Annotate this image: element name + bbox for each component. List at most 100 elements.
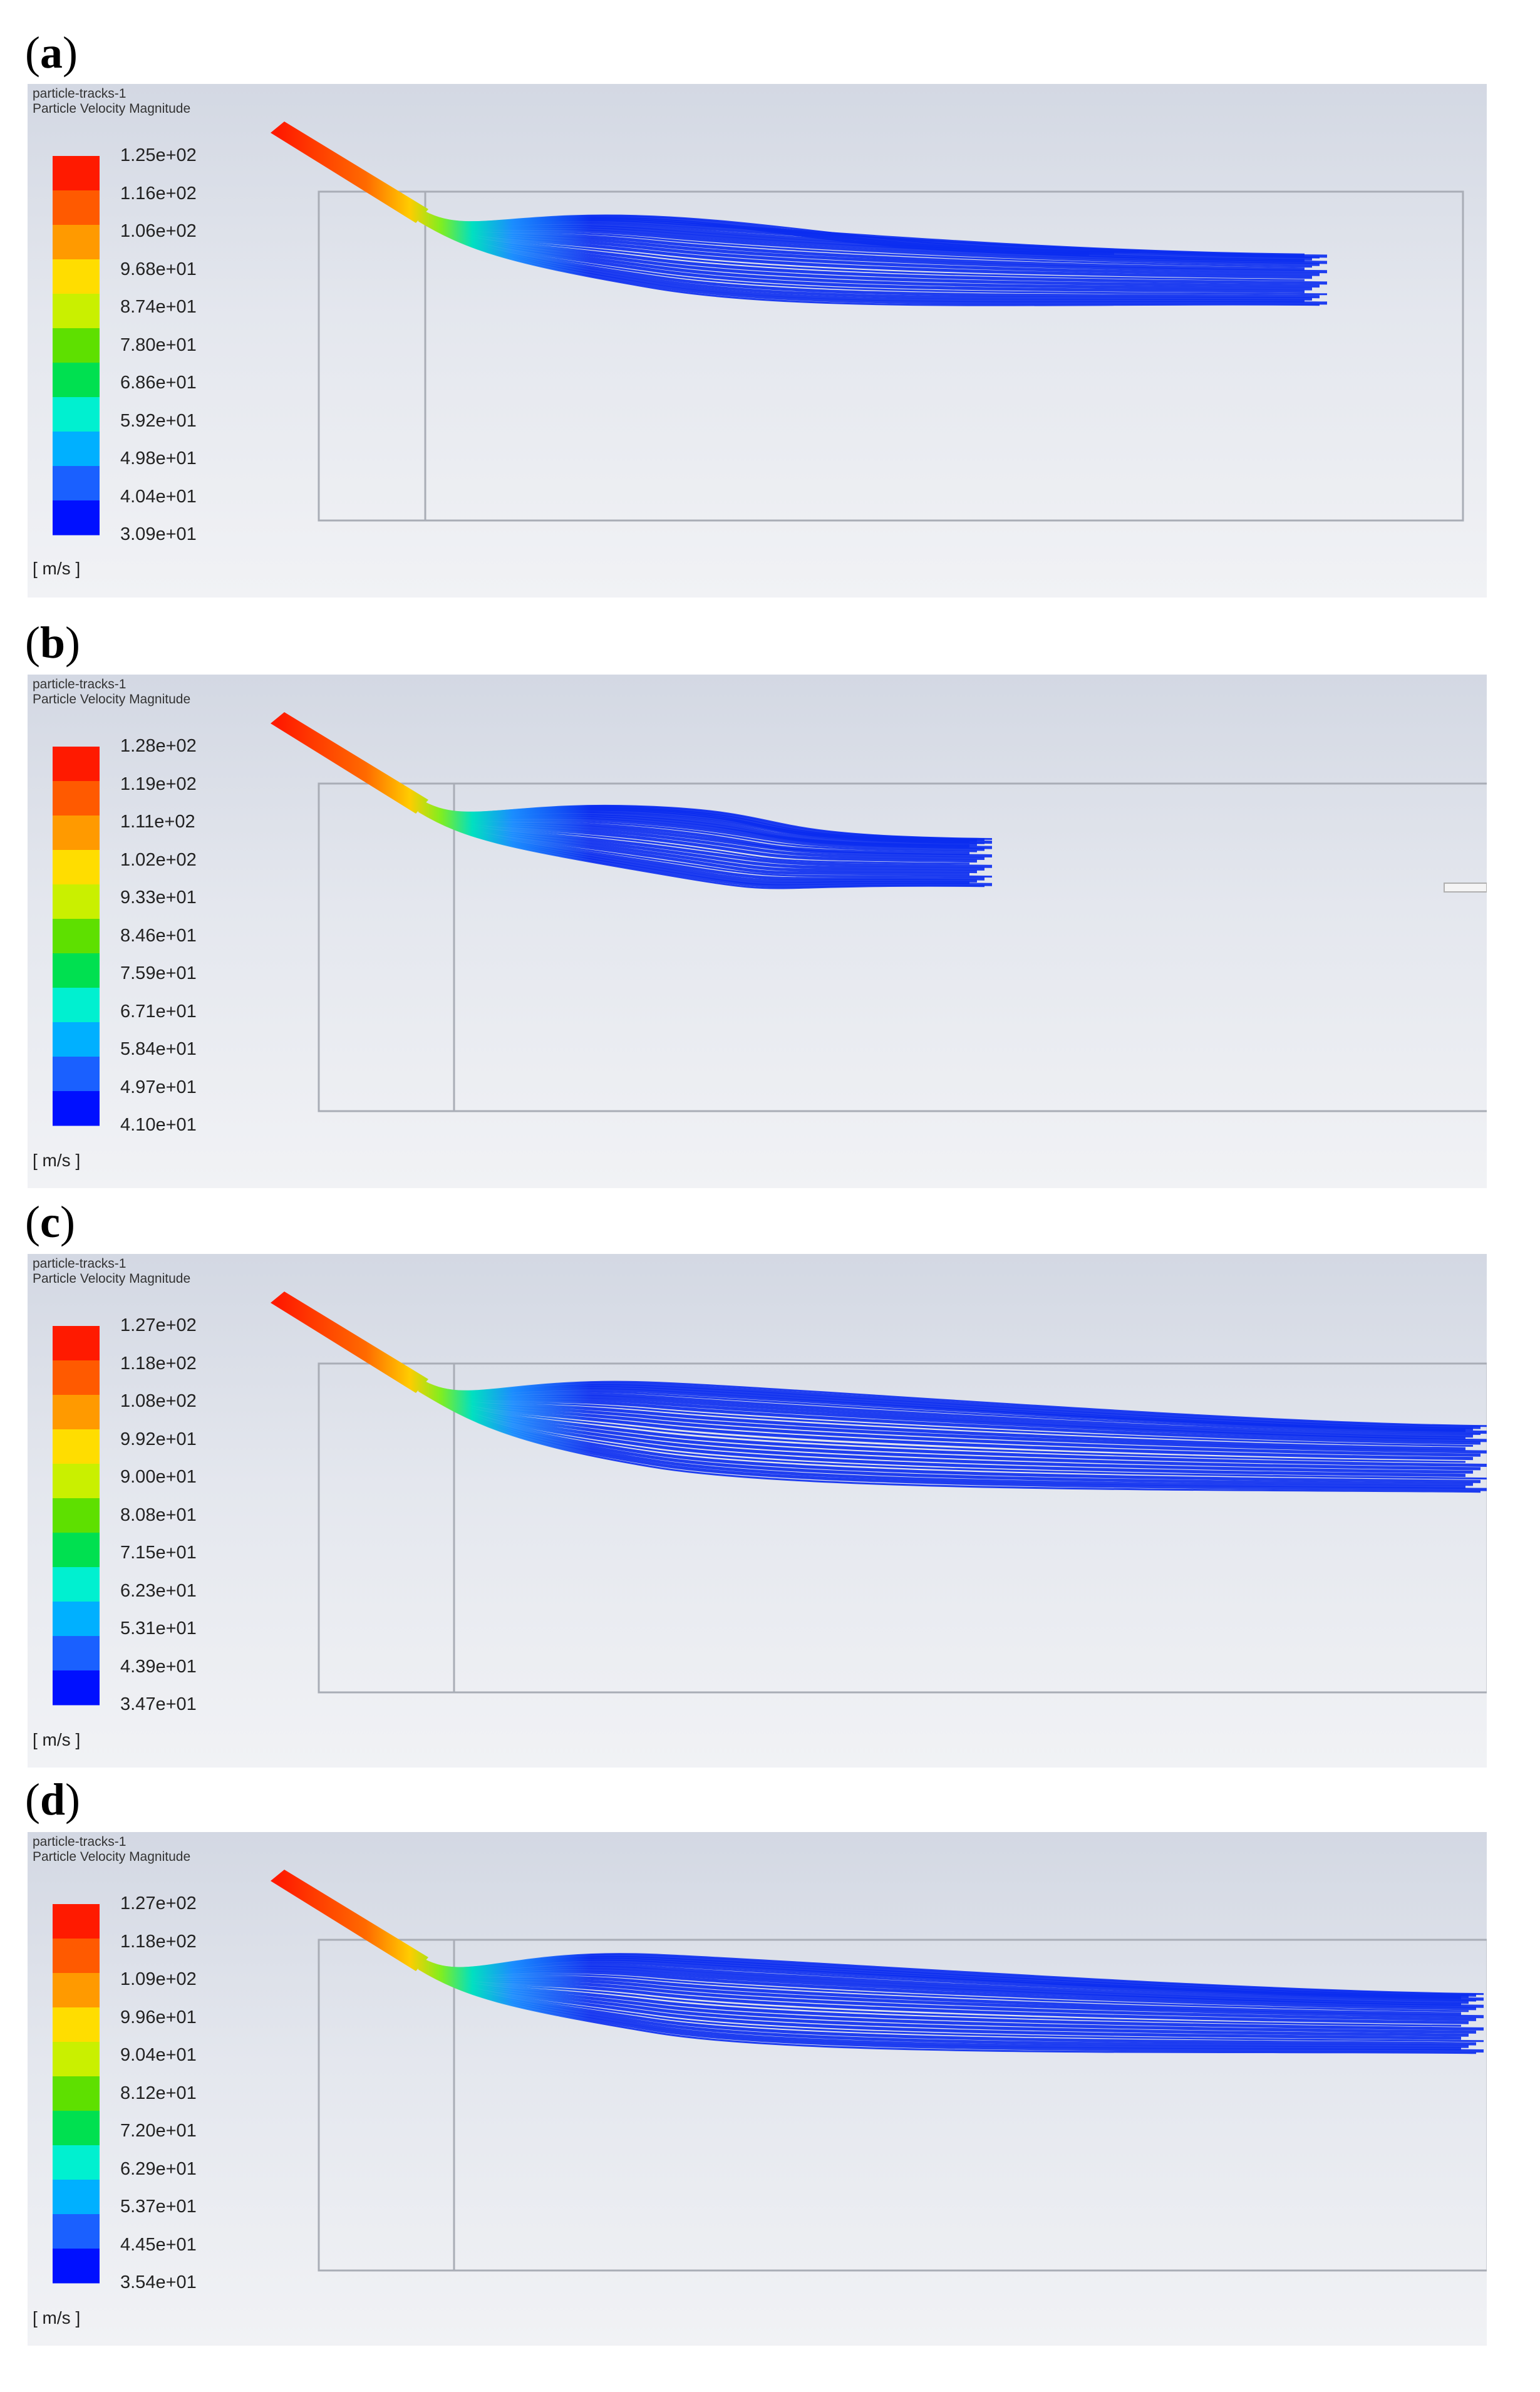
colorbar-tick-label: 1.27e+02 — [120, 1315, 197, 1335]
colorbar-tick-label: 1.06e+02 — [120, 221, 197, 241]
particle-tracks — [271, 1870, 1484, 2054]
colorbar-tick-label: 8.74e+01 — [120, 297, 197, 317]
colorbar-tick-label: 3.54e+01 — [120, 2272, 197, 2292]
particle-track — [418, 216, 1305, 293]
colorbar-tick-label: 3.47e+01 — [120, 1694, 197, 1714]
colorbar-tick-label: 7.20e+01 — [120, 2121, 197, 2141]
domain-inlet-box — [318, 1939, 455, 2272]
colorbar-segment — [53, 1904, 100, 1939]
particle-track — [418, 1962, 1469, 2024]
particle-track — [418, 1967, 1484, 2053]
inlet-jet — [271, 1870, 428, 1971]
panel-frame-c: particle-tracks-1 Particle Velocity Magn… — [28, 1254, 1487, 1768]
colorbar-segment — [53, 500, 100, 536]
colorbar-segment — [53, 1939, 100, 1974]
colorbar-tick-label: 1.11e+02 — [120, 812, 195, 832]
colorbar-tick-label: 1.18e+02 — [120, 1931, 197, 1952]
panel-label-a: (a) — [25, 28, 78, 78]
colorbar-segment — [53, 1636, 100, 1671]
particle-track-plot — [53, 122, 1464, 536]
colorbar-tick-label: 5.92e+01 — [120, 410, 197, 431]
colorbar-segment — [53, 781, 100, 816]
colorbar-tick-label: 4.98e+01 — [120, 448, 197, 469]
colorbar-segment — [53, 1326, 100, 1361]
colorbar-tick-label: 4.04e+01 — [120, 486, 197, 507]
colorbar-tick-label: 6.71e+01 — [120, 1001, 197, 1022]
panel-label-d: (d) — [25, 1774, 81, 1825]
panel-title-line1: particle-tracks-1 — [33, 1256, 127, 1271]
colorbar — [53, 1904, 100, 2284]
panel-title-line1: particle-tracks-1 — [33, 86, 127, 101]
colorbar-tick-label: 6.23e+01 — [120, 1580, 197, 1601]
colorbar-tick-label: 6.29e+01 — [120, 2158, 197, 2179]
domain-chamber-box — [453, 1362, 1487, 1694]
colorbar-tick-label: 8.12e+01 — [120, 2083, 197, 2103]
colorbar-tick-label: 1.08e+02 — [120, 1391, 197, 1411]
colorbar-segment — [53, 1395, 100, 1430]
particle-track — [418, 810, 985, 889]
colorbar-segment — [53, 190, 100, 225]
colorbar-tick-label: 8.46e+01 — [120, 925, 197, 946]
colorbar-segment — [53, 225, 100, 260]
particle-track — [418, 1389, 1487, 1491]
colorbar-tick-label: 5.84e+01 — [120, 1039, 197, 1059]
particle-tracks — [271, 712, 993, 889]
particle-track — [418, 1389, 1481, 1493]
colorbar-segment — [53, 1429, 100, 1464]
colorbar-segment — [53, 259, 100, 294]
particle-track — [418, 1382, 1481, 1445]
particle-track — [418, 1386, 1466, 1478]
colorbar-tick-label: 1.16e+02 — [120, 183, 197, 204]
colorbar-tick-label: 7.59e+01 — [120, 963, 197, 983]
particle-track — [418, 1385, 1481, 1471]
colorbar — [53, 747, 100, 1126]
colorbar-tick-label: 1.02e+02 — [120, 849, 197, 870]
colorbar-units: [ m/s ] — [33, 1730, 81, 1749]
domain-inlet-box — [318, 782, 455, 1112]
panel-title-line1: particle-tracks-1 — [33, 677, 127, 691]
colorbar-tick-label: 4.10e+01 — [120, 1115, 197, 1135]
colorbar-units: [ m/s ] — [33, 1151, 81, 1170]
panel-frame-b: particle-tracks-1 Particle Velocity Magn… — [28, 675, 1487, 1188]
particle-track — [418, 804, 978, 863]
colorbar-segment — [53, 2076, 100, 2111]
particle-track — [418, 1379, 1487, 1434]
particle-track — [418, 1383, 1487, 1454]
colorbar-segment — [53, 1464, 100, 1499]
particle-track — [418, 1382, 1466, 1451]
colorbar-segment — [53, 2145, 100, 2180]
particle-track-plot — [53, 712, 1487, 1126]
colorbar-tick-label: 1.28e+02 — [120, 736, 197, 756]
colorbar-tick-label: 7.80e+01 — [120, 334, 197, 355]
colorbar-tick-label: 1.27e+02 — [120, 1893, 197, 1913]
colorbar-segment — [53, 2042, 100, 2077]
colorbar-segment — [53, 1057, 100, 1092]
colorbar-units: [ m/s ] — [33, 2308, 81, 2327]
particle-track — [418, 1384, 1474, 1461]
colorbar-segment — [53, 2007, 100, 2043]
colorbar — [53, 156, 100, 536]
particle-track — [418, 1385, 1487, 1467]
colorbar-tick-label: 9.33e+01 — [120, 888, 197, 908]
domain-chamber-box — [318, 190, 1464, 522]
colorbar-tick-label: 6.86e+01 — [120, 373, 197, 393]
particle-track — [418, 1962, 1477, 2021]
particle-track — [418, 1963, 1484, 2031]
particle-track — [418, 1387, 1487, 1480]
colorbar-tick-label: 9.04e+01 — [120, 2045, 197, 2065]
colorbar-segment — [53, 2111, 100, 2146]
particle-tracks — [271, 1292, 1487, 1493]
particle-track — [418, 807, 970, 876]
particle-track — [418, 1964, 1462, 2040]
colorbar-segment — [53, 988, 100, 1023]
colorbar-tick-label: 9.68e+01 — [120, 259, 197, 279]
colorbar-segment — [53, 2214, 100, 2249]
colorbar-segment — [53, 1567, 100, 1602]
colorbar-segment — [53, 953, 100, 988]
colorbar-segment — [53, 747, 100, 782]
particle-track — [418, 219, 1328, 305]
domain-inlet-box — [318, 190, 426, 522]
colorbar-tick-label: 4.39e+01 — [120, 1656, 197, 1677]
colorbar-segment — [53, 1498, 100, 1533]
domain-chamber-box — [453, 1939, 1487, 2272]
